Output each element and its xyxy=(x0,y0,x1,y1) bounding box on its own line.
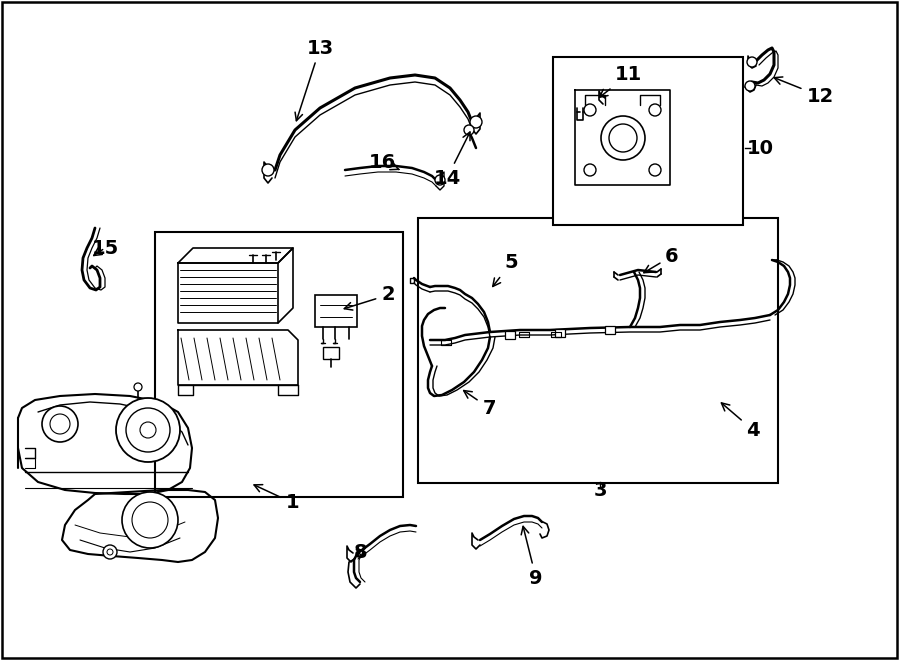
Text: 2: 2 xyxy=(345,286,395,310)
Bar xyxy=(555,329,565,337)
Circle shape xyxy=(649,164,661,176)
Text: 13: 13 xyxy=(295,38,334,121)
Text: 4: 4 xyxy=(722,403,760,440)
Circle shape xyxy=(107,549,113,555)
Text: 16: 16 xyxy=(368,153,399,171)
Bar xyxy=(315,295,357,327)
Circle shape xyxy=(601,116,645,160)
Circle shape xyxy=(584,104,596,116)
Circle shape xyxy=(126,408,170,452)
Circle shape xyxy=(42,406,78,442)
Bar xyxy=(323,347,339,359)
Circle shape xyxy=(140,422,156,438)
Circle shape xyxy=(122,492,178,548)
Text: 5: 5 xyxy=(493,254,518,286)
Circle shape xyxy=(262,164,274,176)
Bar xyxy=(605,326,615,334)
Text: 8: 8 xyxy=(355,543,368,563)
Bar xyxy=(155,232,403,497)
Circle shape xyxy=(609,124,637,152)
Polygon shape xyxy=(18,394,218,562)
Text: 1: 1 xyxy=(254,485,300,512)
Circle shape xyxy=(584,164,596,176)
Text: 7: 7 xyxy=(464,391,496,418)
Circle shape xyxy=(134,383,142,391)
Bar xyxy=(553,57,743,225)
Circle shape xyxy=(103,545,117,559)
Circle shape xyxy=(747,57,757,67)
Text: 9: 9 xyxy=(521,526,543,588)
Text: 15: 15 xyxy=(92,239,119,258)
Circle shape xyxy=(649,104,661,116)
Text: 12: 12 xyxy=(774,77,833,106)
Circle shape xyxy=(464,125,474,135)
Circle shape xyxy=(50,414,70,434)
Bar xyxy=(418,218,778,483)
Text: 10: 10 xyxy=(746,139,773,157)
Circle shape xyxy=(470,116,482,128)
Circle shape xyxy=(435,175,445,185)
Bar xyxy=(505,331,515,339)
Circle shape xyxy=(116,398,180,462)
Text: 11: 11 xyxy=(599,65,642,97)
Circle shape xyxy=(132,502,168,538)
Text: 14: 14 xyxy=(434,132,470,188)
Text: 3: 3 xyxy=(593,481,607,500)
Circle shape xyxy=(745,81,755,91)
Text: 6: 6 xyxy=(644,247,679,273)
